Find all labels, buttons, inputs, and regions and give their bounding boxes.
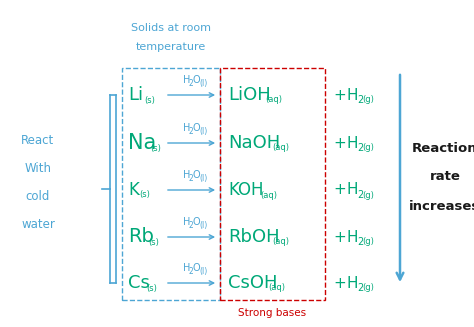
Text: +: +	[333, 135, 346, 150]
Text: 2: 2	[357, 237, 363, 247]
Text: H: H	[183, 263, 191, 273]
Text: (g): (g)	[362, 95, 374, 105]
Text: O: O	[192, 170, 200, 180]
Text: H: H	[347, 135, 358, 150]
Text: H: H	[183, 217, 191, 227]
Text: rate: rate	[429, 170, 460, 183]
Text: O: O	[192, 217, 200, 227]
Text: (l): (l)	[200, 174, 208, 183]
Text: (l): (l)	[200, 127, 208, 136]
Text: (aq): (aq)	[268, 284, 285, 292]
Text: temperature: temperature	[136, 42, 206, 52]
Text: O: O	[192, 123, 200, 133]
Text: Rb: Rb	[128, 228, 154, 247]
Text: H: H	[183, 170, 191, 180]
Text: H: H	[347, 182, 358, 198]
Bar	[122, 68, 220, 300]
Text: Cs: Cs	[128, 274, 150, 292]
Text: H: H	[183, 75, 191, 85]
Text: 2: 2	[189, 79, 193, 88]
Text: +: +	[333, 182, 346, 198]
Text: H: H	[347, 88, 358, 102]
Text: H: H	[347, 230, 358, 245]
Text: Reaction: Reaction	[412, 142, 474, 154]
Text: O: O	[192, 75, 200, 85]
Text: 2: 2	[357, 190, 363, 200]
Text: 2: 2	[189, 127, 193, 136]
Text: +: +	[333, 88, 346, 102]
Text: (s): (s)	[148, 237, 159, 247]
Text: (l): (l)	[200, 79, 208, 88]
Text: increases: increases	[410, 199, 474, 213]
Text: (s): (s)	[146, 284, 157, 292]
Text: H: H	[347, 276, 358, 290]
Text: (l): (l)	[200, 267, 208, 276]
Text: K: K	[128, 181, 139, 199]
Text: 2: 2	[357, 95, 363, 105]
Text: 2: 2	[189, 221, 193, 230]
Text: 2: 2	[189, 267, 193, 276]
Text: Na: Na	[128, 133, 156, 153]
Text: (s): (s)	[139, 191, 150, 199]
Text: (g): (g)	[362, 191, 374, 199]
Text: (s): (s)	[144, 95, 155, 105]
Text: (s): (s)	[150, 144, 161, 152]
Text: cold: cold	[26, 190, 50, 202]
Text: (aq): (aq)	[272, 237, 289, 247]
Text: +: +	[333, 276, 346, 290]
Text: RbOH: RbOH	[228, 228, 280, 246]
Text: (g): (g)	[362, 144, 374, 152]
Text: Li: Li	[128, 86, 143, 104]
Text: CsOH: CsOH	[228, 274, 277, 292]
Text: (l): (l)	[200, 221, 208, 230]
Text: React: React	[21, 133, 55, 146]
Bar	[220, 68, 325, 300]
Text: (aq): (aq)	[265, 95, 282, 105]
Text: With: With	[25, 162, 52, 175]
Text: (g): (g)	[362, 237, 374, 247]
Text: 2: 2	[357, 283, 363, 293]
Text: (aq): (aq)	[260, 191, 277, 199]
Text: 2: 2	[357, 143, 363, 153]
Text: KOH: KOH	[228, 181, 264, 199]
Text: (aq): (aq)	[272, 144, 289, 152]
Text: 2: 2	[189, 174, 193, 183]
Text: H: H	[183, 123, 191, 133]
Text: (g): (g)	[362, 284, 374, 292]
Text: O: O	[192, 263, 200, 273]
Text: Strong bases: Strong bases	[238, 308, 307, 318]
Text: water: water	[21, 217, 55, 231]
Text: NaOH: NaOH	[228, 134, 280, 152]
Text: LiOH: LiOH	[228, 86, 271, 104]
Text: Solids at room: Solids at room	[131, 23, 211, 33]
Text: +: +	[333, 230, 346, 245]
